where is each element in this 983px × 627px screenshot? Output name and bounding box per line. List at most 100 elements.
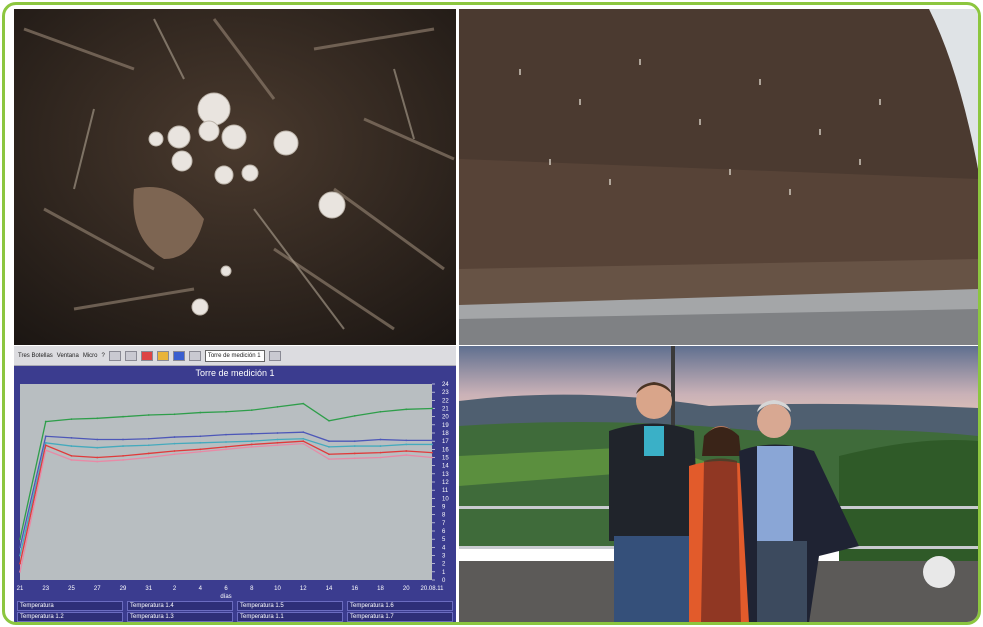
- legend-entry[interactable]: Temperatura 1.5: [237, 601, 343, 611]
- x-tick-label: 4: [199, 586, 203, 592]
- y-tick-label: 0: [442, 578, 446, 584]
- series-point: [70, 418, 73, 421]
- series-point: [225, 433, 227, 436]
- plot-area: [20, 384, 432, 580]
- tower-select[interactable]: Torre de medición 1: [204, 349, 265, 362]
- x-tick-label: 8: [250, 586, 254, 592]
- series-point: [431, 407, 433, 410]
- series-point: [173, 442, 176, 445]
- y-tick-label: 3: [442, 554, 446, 560]
- series-point: [122, 415, 124, 418]
- toolbar-button[interactable]: [268, 350, 281, 361]
- series-point: [44, 420, 47, 423]
- series-point: [96, 417, 99, 420]
- y-tick-label: 8: [442, 513, 446, 519]
- x-tick-label: 20.08.11: [421, 586, 445, 592]
- legend-entry[interactable]: Temperatura 1.1: [237, 612, 343, 622]
- y-tick-label: 9: [442, 505, 446, 511]
- series-point: [44, 444, 47, 447]
- x-tick-label: 20: [403, 586, 410, 592]
- flag-icon[interactable]: [172, 350, 185, 361]
- y-tick-label: 7: [442, 521, 446, 527]
- series-point: [44, 449, 47, 452]
- menu-item[interactable]: Tres Botellas: [18, 352, 53, 359]
- series-point: [122, 438, 124, 441]
- compost-pile-photo: [459, 9, 978, 345]
- x-tick-label: 23: [42, 586, 49, 592]
- series-point: [225, 441, 227, 443]
- flag-icon[interactable]: [156, 350, 169, 361]
- series-point: [276, 441, 279, 444]
- series-point: [199, 448, 202, 451]
- y-tick-label: 23: [442, 390, 449, 396]
- y-tick-label: 17: [442, 439, 449, 445]
- y-tick-label: 20: [442, 415, 449, 421]
- y-tick-label: 24: [442, 382, 449, 388]
- series-point: [96, 446, 99, 449]
- legend-entry[interactable]: Temperatura: [17, 601, 123, 611]
- y-tick-label: 10: [442, 496, 449, 502]
- series-point: [302, 440, 305, 443]
- y-tick-label: 19: [442, 423, 449, 429]
- portrait-photo-drawing: [459, 346, 978, 622]
- toolbar-button[interactable]: [108, 350, 121, 361]
- legend-entry[interactable]: Temperatura 1.4: [127, 601, 233, 611]
- y-tick-label: 6: [442, 529, 446, 535]
- series-point: [302, 442, 305, 445]
- series-point: [276, 444, 279, 447]
- series-point: [96, 456, 99, 459]
- series-point: [250, 409, 253, 412]
- legend-entry[interactable]: Temperatura 1.2: [17, 612, 123, 622]
- series-point: [70, 454, 73, 457]
- series-point: [353, 457, 356, 460]
- temperature-chart: 0123456789101112131415161718192021222324…: [14, 380, 456, 600]
- x-tick-label: 21: [17, 586, 24, 592]
- series-point: [328, 453, 330, 456]
- series-point: [147, 414, 150, 416]
- series-point: [405, 408, 408, 411]
- menu-item[interactable]: Ventana: [56, 352, 79, 359]
- y-tick-label: 16: [442, 447, 449, 453]
- series-point: [70, 459, 73, 461]
- y-tick-label: 22: [442, 398, 449, 404]
- group-portrait-photo: [459, 346, 978, 622]
- series-point: [379, 410, 382, 413]
- series-point: [173, 453, 176, 456]
- series-point: [431, 443, 433, 446]
- flag-icon[interactable]: [140, 350, 153, 361]
- series-point: [147, 452, 150, 455]
- series-point: [19, 562, 21, 565]
- series-point: [353, 440, 356, 443]
- y-tick-label: 4: [442, 545, 446, 551]
- legend-entry[interactable]: Temperatura 1.7: [347, 612, 453, 622]
- toolbar-button[interactable]: [188, 350, 201, 361]
- series-point: [199, 450, 202, 453]
- x-tick-label: 2: [173, 586, 177, 592]
- series-point: [379, 451, 382, 454]
- x-tick-label: 31: [145, 586, 152, 592]
- menu-item[interactable]: ?: [101, 352, 105, 359]
- y-tick-label: 18: [442, 431, 449, 437]
- toolbar-button[interactable]: [124, 350, 137, 361]
- series-point: [122, 459, 124, 461]
- x-tick-label: 16: [351, 586, 358, 592]
- y-tick-label: 11: [442, 488, 449, 494]
- legend-entry[interactable]: Temperatura 1.3: [127, 612, 233, 622]
- series-point: [173, 450, 176, 452]
- series-point: [379, 445, 382, 447]
- series-point: [250, 445, 253, 448]
- series-point: [276, 405, 279, 408]
- y-tick-label: 15: [442, 456, 449, 462]
- y-tick-label: 21: [442, 407, 449, 413]
- legend-entry[interactable]: Temperatura 1.6: [347, 601, 453, 611]
- series-point: [44, 441, 47, 444]
- x-tick-label: 12: [300, 586, 307, 592]
- y-tick-label: 13: [442, 472, 449, 478]
- series-point: [276, 432, 279, 434]
- x-tick-label: 18: [377, 586, 384, 592]
- series-point: [431, 439, 433, 442]
- series-point: [173, 413, 176, 416]
- series-point: [199, 441, 202, 444]
- menu-item[interactable]: Micro: [82, 352, 98, 359]
